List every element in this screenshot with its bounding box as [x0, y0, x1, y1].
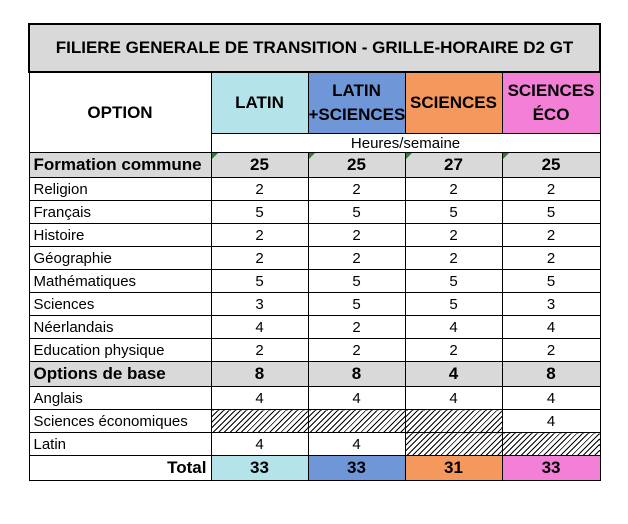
subject-label: Mathématiques	[28, 269, 212, 293]
total-value-latin-sciences: 33	[307, 455, 406, 481]
value-cell: 4	[501, 409, 601, 433]
value-cell: 2	[501, 223, 601, 247]
value-cell: 4	[307, 386, 406, 410]
option-subject-row: Sciences économiques 4	[28, 409, 601, 433]
value-cell: 4	[210, 315, 309, 339]
value-cell: 4	[210, 386, 309, 410]
value-cell: 2	[404, 223, 503, 247]
value-cell: 2	[404, 338, 503, 362]
value-cell: 2	[501, 177, 601, 201]
title-row: FILIERE GENERALE DE TRANSITION - GRILLE-…	[27, 23, 602, 73]
value-cell: 8	[307, 361, 406, 387]
formation-commune-row: Formation commune 25 25 27 25	[28, 152, 601, 178]
value-cell: 27	[404, 152, 503, 178]
value-cell: 2	[307, 315, 406, 339]
options-de-base-row: Options de base 8 8 4 8	[28, 361, 601, 387]
total-value-latin: 33	[210, 455, 309, 481]
value-cell: 25	[307, 152, 406, 178]
subject-row: Mathématiques 5 5 5 5	[28, 269, 601, 293]
value-cell: 8	[210, 361, 309, 387]
subject-row: Histoire 2 2 2 2	[28, 223, 601, 247]
value-cell: 2	[210, 223, 309, 247]
value-cell: 5	[404, 292, 503, 316]
value-cell: 4	[307, 432, 406, 456]
value-cell: 2	[307, 177, 406, 201]
subject-row: Géographie 2 2 2 2	[28, 246, 601, 270]
total-value-sciences: 31	[404, 455, 503, 481]
option-label: OPTION	[28, 71, 212, 153]
subject-row: Religion 2 2 2 2	[28, 177, 601, 201]
subject-row: Education physique 2 2 2 2	[28, 338, 601, 362]
units-label: Heures/semaine	[210, 133, 601, 153]
option-subject-row: Anglais 4 4 4 4	[28, 386, 601, 410]
subject-label: Histoire	[28, 223, 212, 247]
subject-label: Religion	[28, 177, 212, 201]
subject-label: Sciences	[28, 292, 212, 316]
value-cell: 4	[404, 386, 503, 410]
value-cell: 25	[501, 152, 601, 178]
total-value-sciences-eco: 33	[501, 455, 601, 481]
value-cell: 2	[307, 223, 406, 247]
not-applicable-cell	[404, 409, 503, 433]
sheet-title: FILIERE GENERALE DE TRANSITION - GRILLE-…	[27, 23, 602, 73]
subject-label: Sciences économiques	[28, 409, 212, 433]
subject-row: Français 5 5 5 5	[28, 200, 601, 224]
option-header-row: OPTION LATIN LATIN +SCIENCES SCIENCES SCI…	[28, 71, 601, 153]
subject-label: Français	[28, 200, 212, 224]
value-cell: 5	[307, 200, 406, 224]
not-applicable-cell	[404, 432, 503, 456]
section-label: Formation commune	[28, 152, 212, 178]
value-cell: 2	[307, 246, 406, 270]
value-cell: 25	[210, 152, 309, 178]
value-cell: 5	[307, 292, 406, 316]
total-label: Total	[28, 455, 212, 481]
subject-row: Sciences 3 5 5 3	[28, 292, 601, 316]
value-cell: 8	[501, 361, 601, 387]
value-cell: 2	[501, 246, 601, 270]
value-cell: 2	[210, 338, 309, 362]
subject-label: Education physique	[28, 338, 212, 362]
value-cell: 2	[404, 246, 503, 270]
column-latin-sciences: LATIN +SCIENCES	[307, 71, 406, 134]
value-cell: 3	[501, 292, 601, 316]
value-cell: 3	[210, 292, 309, 316]
subject-label: Géographie	[28, 246, 212, 270]
value-cell: 5	[501, 200, 601, 224]
column-sciences-eco: SCIENCES ÉCO	[501, 71, 601, 134]
value-cell: 2	[307, 338, 406, 362]
value-cell: 5	[210, 269, 309, 293]
timetable-grid: FILIERE GENERALE DE TRANSITION - GRILLE-…	[27, 23, 602, 481]
value-cell: 4	[404, 361, 503, 387]
column-sciences: SCIENCES	[404, 71, 503, 134]
subject-label: Néerlandais	[28, 315, 212, 339]
not-applicable-cell	[501, 432, 601, 456]
option-subject-row: Latin 4 4	[28, 432, 601, 456]
section-label: Options de base	[28, 361, 212, 387]
total-row: Total 33 33 31 33	[28, 455, 601, 481]
value-cell: 2	[404, 177, 503, 201]
not-applicable-cell	[210, 409, 309, 433]
subject-label: Latin	[28, 432, 212, 456]
value-cell: 2	[210, 246, 309, 270]
value-cell: 5	[404, 200, 503, 224]
value-cell: 5	[404, 269, 503, 293]
not-applicable-cell	[307, 409, 406, 433]
value-cell: 2	[210, 177, 309, 201]
value-cell: 4	[210, 432, 309, 456]
column-latin: LATIN	[210, 71, 309, 134]
value-cell: 4	[501, 315, 601, 339]
value-cell: 4	[404, 315, 503, 339]
value-cell: 2	[501, 338, 601, 362]
value-cell: 5	[501, 269, 601, 293]
value-cell: 5	[307, 269, 406, 293]
value-cell: 4	[501, 386, 601, 410]
subject-label: Anglais	[28, 386, 212, 410]
schedule-sheet: FILIERE GENERALE DE TRANSITION - GRILLE-…	[27, 23, 602, 481]
value-cell: 5	[210, 200, 309, 224]
subject-row: Néerlandais 4 2 4 4	[28, 315, 601, 339]
